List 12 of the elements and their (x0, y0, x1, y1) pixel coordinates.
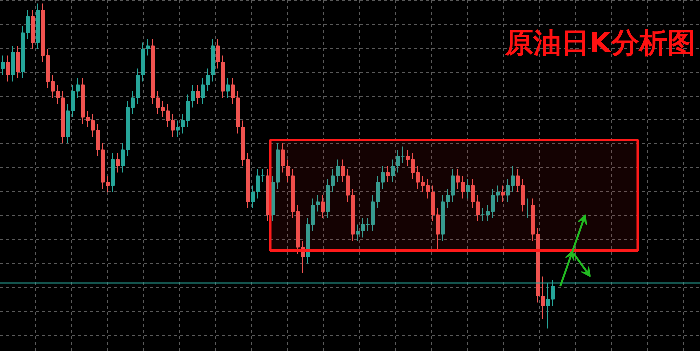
candlestick (226, 78, 230, 98)
candlestick (321, 195, 325, 219)
candlestick (1, 55, 5, 76)
candlestick (386, 166, 390, 183)
candlestick (466, 178, 470, 200)
candlestick (116, 152, 120, 174)
candlestick (6, 55, 10, 82)
text: 原油日K分析图 (504, 26, 696, 60)
candlestick (16, 46, 20, 79)
candlestick (501, 185, 505, 202)
candlestick (196, 84, 200, 105)
candlestick (11, 46, 15, 82)
